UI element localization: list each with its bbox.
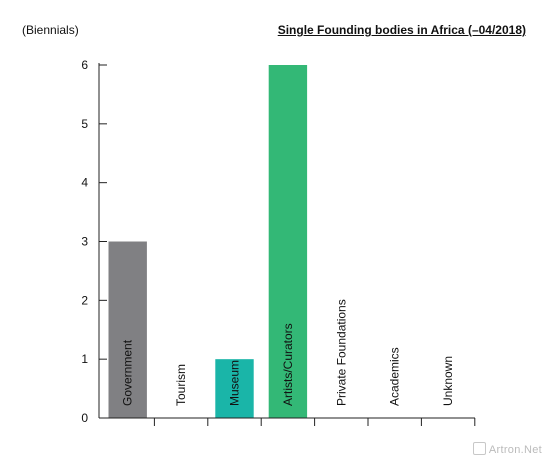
category-label: Artists/Curators [281,323,295,406]
bar [108,241,147,418]
y-tick-label: 0 [81,411,88,425]
bar [215,359,254,418]
y-tick-label: 1 [81,352,88,366]
artron-logo-icon [472,442,486,455]
category-label: Museum [228,360,242,406]
category-label: Academics [388,347,402,406]
category-label: Private Foundations [334,299,348,406]
y-tick-label: 2 [81,293,88,307]
y-tick-label: 6 [81,58,88,72]
chart-title: Single Founding bodies in Africa (–04/20… [277,23,526,37]
category-label: Government [121,339,135,406]
y-tick-label: 5 [81,117,88,131]
category-label: Unknown [441,356,455,406]
bar [268,65,308,418]
category-label: Tourism [174,364,188,406]
y-tick-label: 4 [81,176,88,190]
y-axis-unit-label: (Biennials) [22,23,79,37]
watermark-text: Artron.Net [488,444,542,456]
watermark: Artron.Net [472,442,542,456]
y-tick-label: 3 [81,235,88,249]
